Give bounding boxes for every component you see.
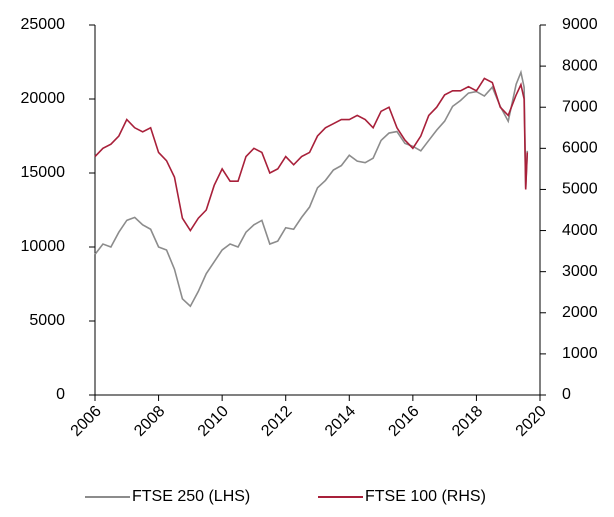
y-tick-label: 5000 [29, 312, 65, 329]
series-line [94, 77, 529, 233]
y2-tick-label: 2000 [562, 304, 598, 321]
y2-tick-label: 6000 [562, 140, 598, 157]
y2-tick-label: 0 [562, 386, 571, 403]
y-tick-label: 15000 [21, 164, 66, 181]
y2-tick-label: 3000 [562, 263, 598, 280]
y-tick-label: 20000 [21, 90, 66, 107]
x-tick-label: 2010 [195, 403, 232, 440]
x-tick-label: 2016 [385, 403, 422, 440]
y-tick-label: 0 [56, 386, 65, 403]
y2-tick-label: 8000 [562, 57, 598, 74]
x-tick-label: 2008 [131, 403, 168, 440]
legend-label: FTSE 250 (LHS) [132, 488, 250, 505]
y2-tick-label: 7000 [562, 98, 598, 115]
y2-tick-label: 9000 [562, 16, 598, 33]
y2-tick-label: 4000 [562, 222, 598, 239]
series-line [94, 69, 529, 308]
y-tick-label: 10000 [21, 238, 66, 255]
x-tick-label: 2014 [322, 403, 359, 440]
y2-tick-label: 5000 [562, 181, 598, 198]
x-tick-label: 2020 [513, 403, 550, 440]
legend-label: FTSE 100 (RHS) [365, 488, 486, 505]
x-tick-label: 2006 [68, 403, 105, 440]
x-tick-label: 2012 [258, 403, 295, 440]
x-tick-label: 2018 [449, 403, 486, 440]
y-tick-label: 25000 [21, 16, 66, 33]
y2-tick-label: 1000 [562, 345, 598, 362]
